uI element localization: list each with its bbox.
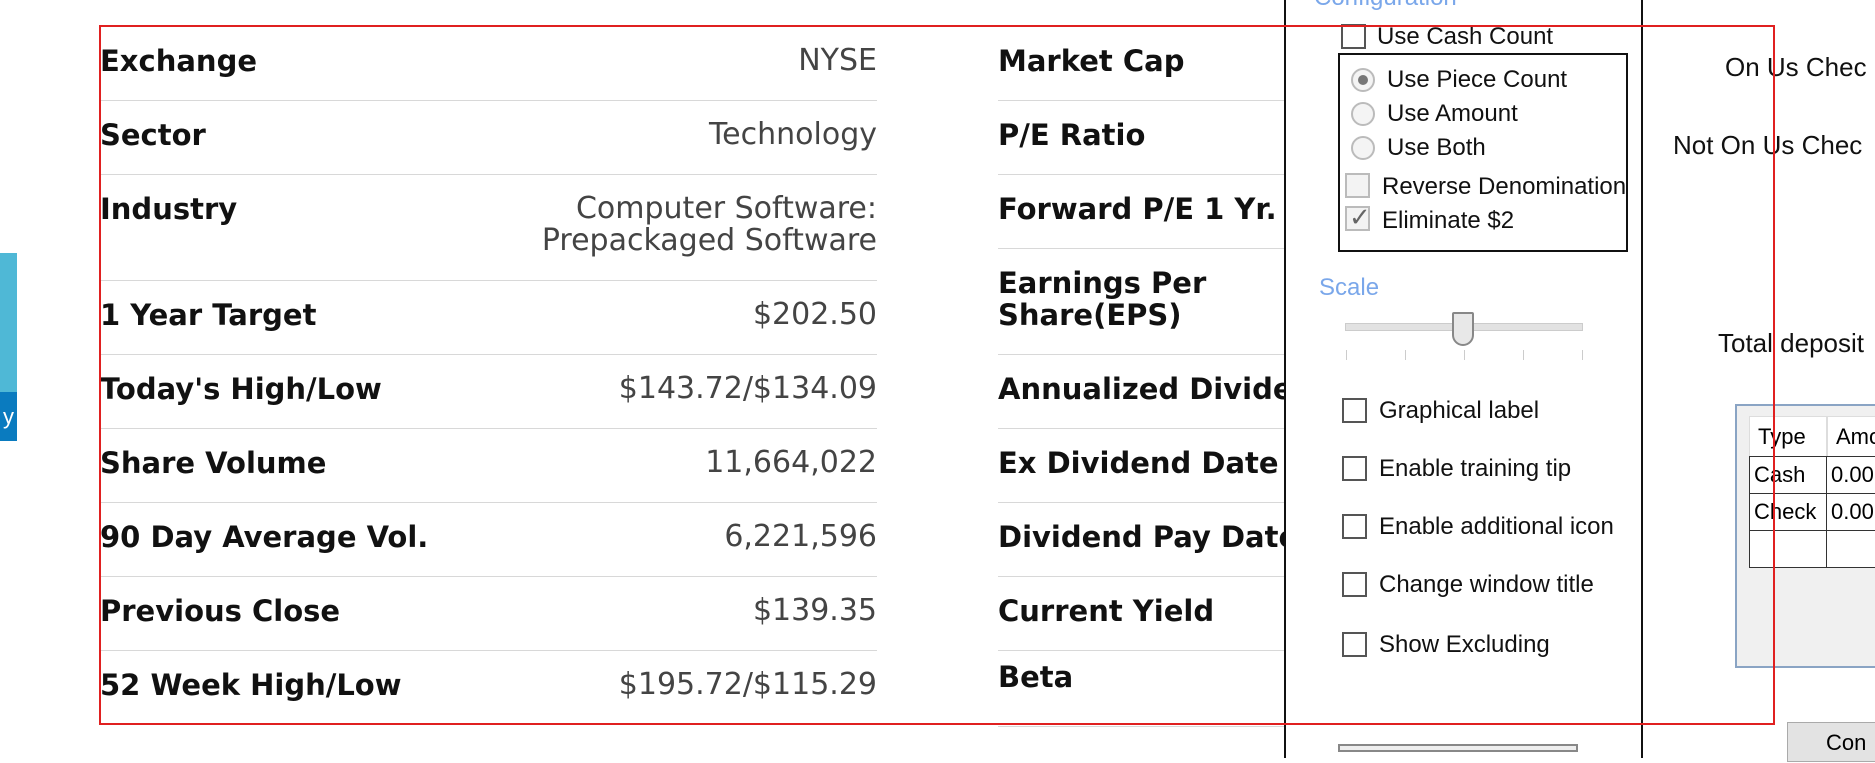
use-both-label: Use Both [1387, 134, 1486, 161]
row-label: Today's High/Low [100, 372, 382, 406]
enable-additional-icon-checkbox[interactable] [1342, 514, 1367, 539]
config-title: Configuration [1314, 0, 1457, 12]
stock-info-table: Exchange NYSE Sector Technology Industry… [100, 27, 1398, 727]
table-row: Market Cap [998, 27, 1398, 101]
reverse-denomination-checkbox[interactable] [1345, 173, 1370, 198]
table-row: Current Yield [998, 577, 1398, 651]
reverse-denomination-label: Reverse Denomination [1382, 173, 1627, 200]
table-row: Exchange NYSE [100, 27, 877, 101]
slider-tick [1582, 350, 1583, 360]
column-header-amount[interactable]: Amo [1827, 416, 1875, 458]
table-row: 90 Day Average Vol. 6,221,596 [100, 503, 877, 577]
on-us-checks-label: On Us Chec [1725, 52, 1867, 82]
table-row: 52 Week High/Low $195.72/$115.29 [100, 651, 877, 725]
table-cell[interactable] [1749, 530, 1827, 568]
row-label: Earnings Per Share(EPS) [998, 266, 1207, 332]
row-value: Computer Software: Prepackaged Software [541, 191, 877, 258]
table-row: Ex Dividend Date [998, 429, 1398, 503]
use-piece-count-radio[interactable] [1351, 68, 1375, 92]
count-mode-group: Use Piece Count Use Amount Use Both Reve… [1338, 53, 1628, 252]
enable-training-tip-label: Enable training tip [1379, 455, 1572, 482]
row-value: NYSE [798, 43, 877, 78]
row-value: $143.72/$134.09 [618, 371, 877, 406]
row-label: 1 Year Target [100, 298, 317, 332]
use-piece-count-label: Use Piece Count [1387, 66, 1568, 93]
row-label: Current Yield [998, 594, 1215, 628]
row-label: Sector [100, 118, 206, 152]
continue-button[interactable]: Con [1787, 722, 1875, 762]
panel-bottom-button[interactable] [1338, 744, 1578, 752]
stock-info-right-column: Market Cap P/E Ratio Forward P/E 1 Yr. E… [998, 27, 1398, 727]
stock-info-left-column: Exchange NYSE Sector Technology Industry… [100, 27, 877, 725]
slider-tick [1405, 350, 1406, 360]
row-value: Technology [708, 117, 877, 152]
table-row: P/E Ratio [998, 101, 1398, 175]
scale-label: Scale [1319, 274, 1380, 301]
row-label: Forward P/E 1 Yr. [998, 192, 1277, 226]
row-label: Dividend Pay Date [998, 520, 1299, 554]
column-header-type[interactable]: Type [1749, 416, 1827, 458]
enable-training-tip-checkbox[interactable] [1342, 456, 1367, 481]
show-excluding-label: Show Excluding [1379, 631, 1550, 658]
row-value: $202.50 [752, 297, 877, 332]
scale-slider-thumb[interactable] [1452, 312, 1474, 346]
not-on-us-checks-label: Not On Us Chec [1673, 130, 1863, 160]
row-value: 11,664,022 [705, 445, 877, 480]
enable-additional-icon-label: Enable additional icon [1379, 513, 1614, 540]
use-both-radio[interactable] [1351, 136, 1375, 160]
table-cell[interactable]: Cash [1749, 456, 1827, 494]
table-row: Previous Close $139.35 [100, 577, 877, 651]
use-amount-radio[interactable] [1351, 102, 1375, 126]
row-label: Annualized Dividend [998, 372, 1334, 406]
row-value: $139.35 [752, 593, 877, 628]
checkmark-icon: ✓ [1349, 202, 1371, 232]
table-cell[interactable] [1826, 530, 1875, 568]
table-row: Today's High/Low $143.72/$134.09 [100, 355, 877, 429]
table-cell[interactable]: Check [1749, 493, 1827, 531]
row-label: Industry [100, 192, 238, 226]
row-value: $195.72/$115.29 [618, 667, 877, 702]
table-cell[interactable]: 0.00 [1826, 456, 1875, 494]
table-row: Forward P/E 1 Yr. [998, 175, 1398, 249]
slider-tick [1523, 350, 1524, 360]
configuration-panel: Configuration Use Cash Count Use Piece C… [1284, 0, 1643, 758]
use-cash-count-checkbox[interactable] [1341, 24, 1366, 49]
eliminate-2-checkbox[interactable]: ✓ [1345, 202, 1371, 232]
row-label: P/E Ratio [998, 118, 1146, 152]
row-label: Market Cap [998, 44, 1185, 78]
table-row: Share Volume 11,664,022 [100, 429, 877, 503]
row-label: 90 Day Average Vol. [100, 520, 429, 554]
row-label: Exchange [100, 44, 257, 78]
use-amount-label: Use Amount [1387, 100, 1518, 127]
graphical-label-checkbox[interactable] [1342, 398, 1367, 423]
table-row: Earnings Per Share(EPS) [998, 249, 1398, 355]
eliminate-2-label: Eliminate $2 [1382, 207, 1515, 234]
change-window-title-checkbox[interactable] [1342, 572, 1367, 597]
graphical-label-label: Graphical label [1379, 397, 1540, 424]
total-deposit-label: Total deposit [1718, 328, 1864, 358]
slider-tick [1464, 350, 1465, 360]
row-label: Ex Dividend Date [998, 446, 1279, 480]
use-cash-count-label: Use Cash Count [1377, 23, 1554, 50]
row-value: 6,221,596 [724, 519, 877, 554]
table-row: Dividend Pay Date [998, 503, 1398, 577]
table-row: Annualized Dividend [998, 355, 1398, 429]
table-row: Industry Computer Software: Prepackaged … [100, 175, 877, 281]
table-row: 1 Year Target $202.50 [100, 281, 877, 355]
row-label: Previous Close [100, 594, 341, 628]
table-row: Beta [998, 651, 1398, 727]
table-row: Sector Technology [100, 101, 877, 175]
deposit-table[interactable]: Type Amo Cash 0.00 Check 0.00 [1735, 404, 1875, 668]
table-cell[interactable]: 0.00 [1826, 493, 1875, 531]
row-label: Share Volume [100, 446, 327, 480]
row-label: Beta [998, 660, 1074, 694]
slider-tick [1346, 350, 1347, 360]
row-label: 52 Week High/Low [100, 668, 402, 702]
left-strip-button[interactable]: y [0, 392, 17, 441]
show-excluding-checkbox[interactable] [1342, 632, 1367, 657]
change-window-title-label: Change window title [1379, 571, 1594, 598]
